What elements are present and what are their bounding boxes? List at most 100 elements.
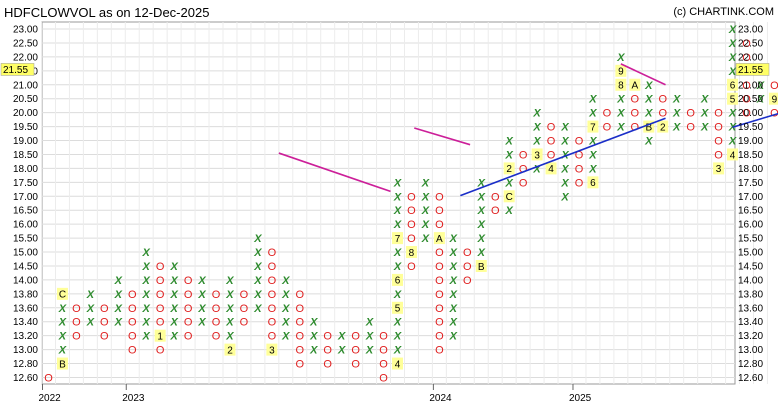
month-marker: 4 [548,164,554,175]
x-box: X [393,191,402,203]
o-box: O [435,219,444,231]
o-box: O [212,303,221,315]
x-box: X [309,345,318,357]
x-box: X [142,289,151,301]
o-box: O [240,289,249,301]
o-box: O [100,317,109,329]
o-box: O [184,317,193,329]
o-box: O [268,317,277,329]
o-box: O [156,317,165,329]
o-box: O [128,289,137,301]
o-box: O [463,261,472,273]
y-tick-label-right: 18.00 [738,164,763,175]
o-box: O [212,289,221,301]
y-tick-label-right: 23.00 [738,25,763,36]
x-box: X [588,94,597,106]
x-box: X [616,52,625,64]
month-marker-box [405,246,417,259]
x-box: X [393,317,402,329]
o-box: O [463,247,472,259]
x-box: X [365,345,374,357]
x-box: X [560,122,569,134]
x-box: X [728,52,737,64]
y-tick-label-right: 15.50 [738,234,763,245]
o-box: O [184,303,193,315]
y-tick-label-left: 19.50 [13,122,38,133]
month-marker: B [645,122,652,133]
x-box: X [142,275,151,287]
y-tick-label-right: 18.50 [738,150,763,161]
o-box: O [742,38,751,50]
y-tick-label-right: 13.20 [738,331,763,342]
month-marker: 8 [409,248,415,259]
x-box: X [58,345,67,357]
x-box: X [253,261,262,273]
o-box: O [519,149,528,161]
y-tick-label-left: 21.00 [13,80,38,91]
x-box: X [142,261,151,273]
y-tick-label-left: 13.20 [13,331,38,342]
x-box: X [225,317,234,329]
x-box: X [309,317,318,329]
o-box: O [742,52,751,64]
month-marker-box [615,64,627,77]
x-box: X [588,136,597,148]
o-box: O [240,317,249,329]
month-marker: C [59,290,66,301]
x-box: X [86,303,95,315]
o-box: O [686,122,695,134]
month-marker: 3 [716,164,722,175]
o-box: O [631,94,640,106]
month-marker-box [392,273,403,286]
x-box: X [449,289,458,301]
o-box: O [212,331,221,343]
x-box: X [225,303,234,315]
o-box: O [658,94,667,106]
y-tick-label-right: 14.00 [738,275,763,286]
o-box: O [240,303,249,315]
o-box: O [379,359,388,371]
o-box: O [714,122,723,134]
o-box: O [44,373,53,385]
o-box: O [631,108,640,120]
x-box: X [700,94,709,106]
x-box: X [728,24,737,36]
y-tick-label-left: 20.00 [13,108,38,119]
o-box: O [770,80,778,92]
x-box: X [532,136,541,148]
x-box: X [114,289,123,301]
y-tick-label-right: 17.00 [738,192,763,203]
month-marker-box [713,162,725,175]
o-box: O [742,80,751,92]
y-tick-label-right: 22.50 [738,38,763,49]
x-box: X [197,303,206,315]
x-tick-label: 2023 [122,393,145,404]
y-tick-label-right: 12.60 [738,373,763,384]
month-marker-box [503,162,515,175]
o-box: O [407,233,416,245]
x-box: X [169,317,178,329]
o-box: O [435,331,444,343]
x-box: X [142,317,151,329]
x-tick-label: 2025 [569,393,592,404]
y-tick-label-right: 17.50 [738,178,763,189]
o-box: O [295,303,304,315]
x-box: X [560,191,569,203]
resistance-trendline [414,127,471,146]
month-marker: 2 [506,164,512,175]
chart-source: (c) CHARTINK.COM [673,6,774,18]
o-box: O [491,205,500,217]
x-box: X [728,38,737,50]
y-tick-label-left: 18.50 [13,150,38,161]
x-box: X [532,108,541,120]
y-tick-label-left: 14.00 [13,275,38,286]
o-box: O [575,177,584,189]
x-box: X [337,331,346,343]
x-box: X [505,177,514,189]
month-marker-box [768,92,778,105]
current-value-text: 21.55 [3,65,28,76]
x-box: X [728,66,737,78]
y-tick-label-right: 13.60 [738,303,763,314]
x-box: X [644,94,653,106]
